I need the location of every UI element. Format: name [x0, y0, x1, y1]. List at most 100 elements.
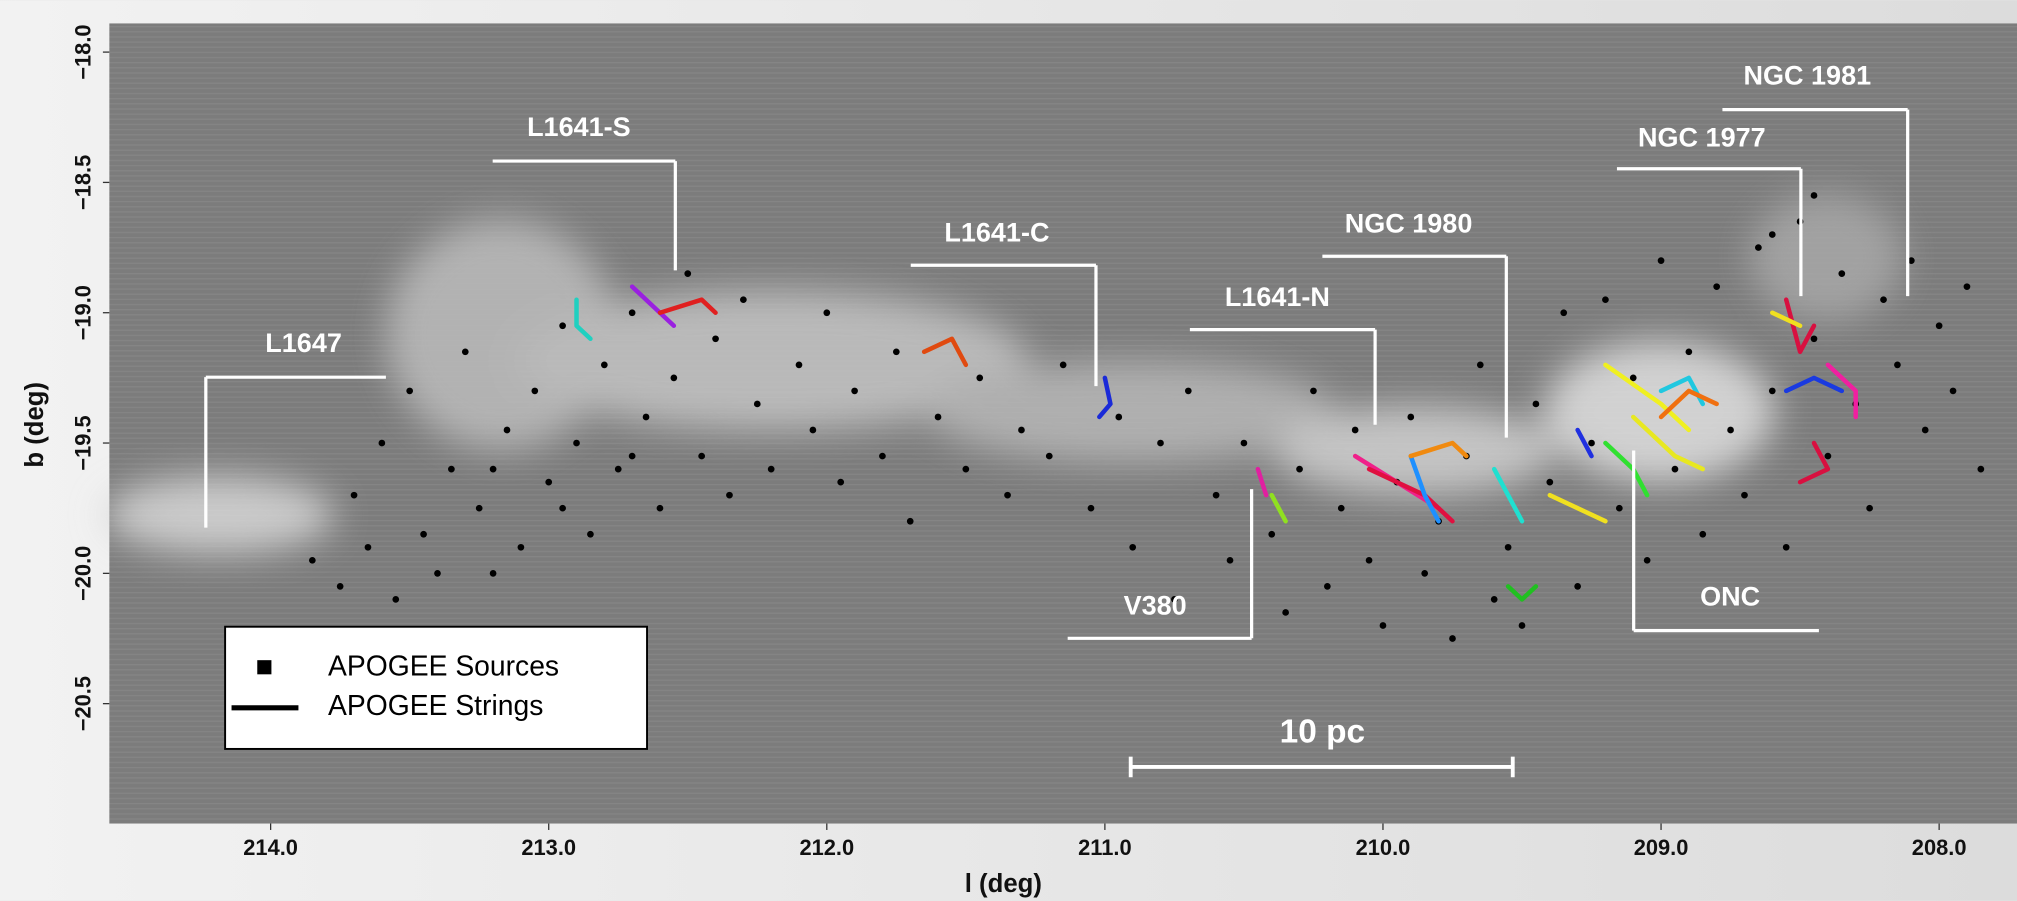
source-point	[1921, 426, 1929, 434]
source-point	[364, 543, 372, 551]
source-point	[1768, 387, 1776, 395]
source-point	[545, 478, 553, 486]
y-tick-label: −18.5	[71, 155, 96, 210]
source-point	[1059, 361, 1067, 369]
source-point	[1866, 504, 1873, 512]
source-point	[684, 270, 692, 277]
source-point	[1602, 296, 1609, 304]
y-tick-label: −19.0	[71, 285, 96, 340]
source-point	[976, 374, 984, 382]
string	[1797, 440, 1831, 485]
string	[1491, 466, 1525, 524]
y-axis-label: b (deg)	[21, 382, 49, 468]
source-point	[531, 387, 539, 395]
string	[1255, 466, 1269, 498]
source-point	[1018, 426, 1025, 434]
source-point	[1379, 622, 1387, 629]
legend-label: APOGEE Strings	[328, 689, 543, 721]
source-point	[406, 387, 414, 395]
source-point	[892, 348, 900, 356]
source-point	[587, 530, 594, 538]
region-label: ONC	[1700, 582, 1760, 612]
source-point	[1504, 543, 1512, 551]
legend: APOGEE Sources APOGEE Strings	[224, 625, 648, 750]
source-point	[600, 361, 608, 369]
legend-box	[224, 625, 648, 750]
source-point	[1115, 413, 1123, 421]
string	[1825, 362, 1858, 420]
source-point	[461, 348, 469, 356]
source-point	[1713, 283, 1721, 291]
source-point	[1184, 387, 1192, 395]
source-point	[1560, 309, 1568, 317]
source-point	[1880, 296, 1887, 304]
source-point	[767, 465, 775, 473]
source-point	[1810, 335, 1818, 343]
string	[1575, 427, 1594, 459]
string	[574, 297, 593, 342]
source-point	[1685, 348, 1693, 356]
source-point	[1296, 465, 1303, 473]
source-point	[1268, 530, 1276, 538]
string	[1770, 310, 1803, 329]
source-point	[1615, 504, 1623, 512]
source-point	[1741, 491, 1748, 499]
legend-marker	[257, 660, 272, 675]
source-point	[1907, 257, 1915, 264]
string	[1547, 492, 1608, 524]
marks	[308, 192, 1985, 642]
source-point	[740, 296, 747, 304]
source-point	[1476, 361, 1484, 369]
source-point	[1949, 387, 1957, 395]
source-point	[1768, 231, 1776, 238]
source-point	[475, 504, 483, 512]
source-point	[1643, 556, 1651, 564]
source-point	[559, 322, 566, 330]
source-point	[614, 465, 622, 473]
string	[1269, 492, 1288, 524]
region-label: V380	[1124, 591, 1187, 621]
source-point	[1045, 452, 1053, 460]
source-point	[1421, 570, 1429, 577]
source-point	[642, 413, 650, 421]
y-tick-label: −19.5	[71, 415, 96, 470]
source-point	[1171, 596, 1178, 603]
source-point	[1671, 465, 1679, 473]
string	[1630, 414, 1706, 472]
source-point	[1699, 530, 1707, 538]
source-point	[1574, 583, 1581, 590]
source-point	[517, 543, 525, 551]
source-point	[1449, 635, 1456, 642]
x-tick-label: 209.0	[1634, 835, 1689, 860]
source-point	[420, 530, 427, 538]
source-point	[448, 465, 455, 473]
source-point	[573, 439, 580, 447]
source-point	[851, 387, 858, 395]
source-point	[336, 583, 344, 590]
source-point	[1282, 609, 1289, 616]
string	[1783, 375, 1845, 394]
source-point	[1657, 257, 1665, 264]
string	[1408, 453, 1441, 524]
source-point	[1337, 504, 1345, 512]
source-point	[489, 570, 497, 577]
source-point	[712, 335, 719, 343]
source-point	[726, 491, 733, 499]
region-label: L1641-N	[1225, 282, 1330, 312]
source-point	[809, 426, 817, 434]
string	[1658, 388, 1719, 420]
source-point	[1629, 374, 1637, 382]
x-tick-label: 214.0	[243, 835, 298, 860]
region-label: L1641-S	[527, 112, 631, 142]
source-point	[1004, 491, 1011, 499]
source-point	[1365, 556, 1373, 564]
region-label: L1641-C	[944, 218, 1049, 248]
x-tick-label: 212.0	[799, 835, 854, 860]
string	[1783, 297, 1817, 355]
source-point	[628, 452, 636, 460]
source-point	[962, 465, 970, 473]
source-point	[656, 504, 664, 512]
region-label: NGC 1977	[1638, 122, 1766, 152]
source-point	[1977, 465, 1985, 473]
source-point	[559, 504, 566, 512]
